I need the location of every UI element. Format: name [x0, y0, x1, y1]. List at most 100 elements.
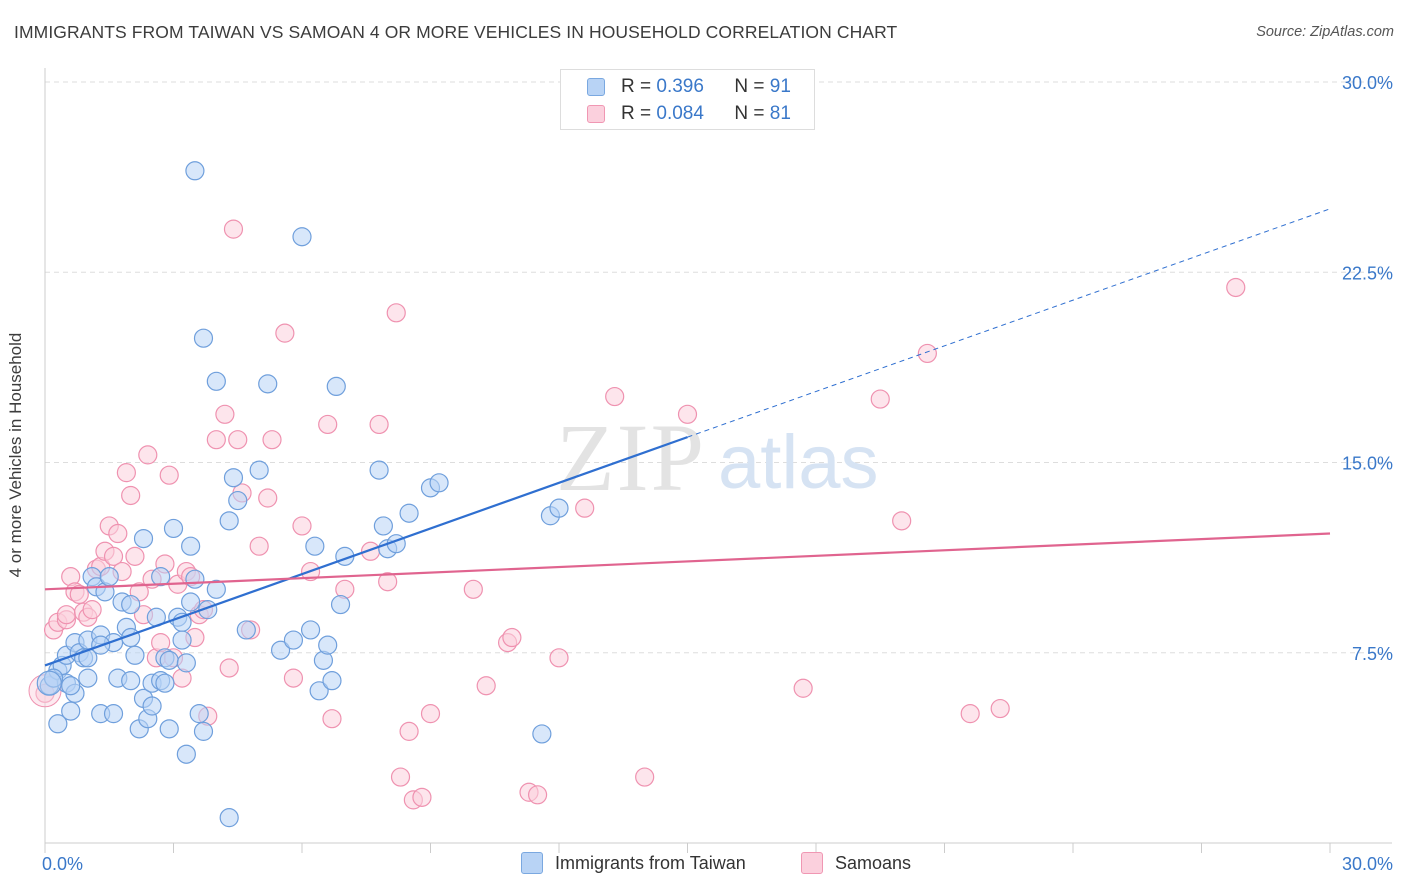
- samoans-n-value: 81: [769, 103, 791, 124]
- samoans-point: [69, 584, 89, 605]
- samoans-point: [125, 546, 145, 566]
- samoans-point: [369, 414, 389, 435]
- samoans-point: [219, 658, 239, 678]
- samoans-legend-swatch: [801, 852, 823, 874]
- taiwan-point: [155, 673, 175, 693]
- y-tick-label: 7.5%: [1352, 644, 1393, 664]
- samoans-trend-line: [44, 532, 1331, 591]
- samoans-legend-label: Samoans: [835, 852, 912, 873]
- samoans-point: [258, 488, 278, 508]
- taiwan-point: [270, 640, 291, 660]
- samoans-point: [390, 767, 411, 787]
- taiwan-point: [121, 594, 141, 615]
- taiwan-point: [228, 490, 248, 511]
- samoans-point: [917, 343, 937, 364]
- axes: [44, 68, 1392, 853]
- taiwan-point: [206, 371, 226, 391]
- taiwan-point: [103, 704, 124, 724]
- samoans-points: [28, 219, 1246, 810]
- samoans-point: [103, 546, 124, 566]
- samoans-point: [138, 445, 158, 465]
- y-tick-label: 30.0%: [1342, 73, 1393, 93]
- samoans-point: [223, 219, 244, 239]
- samoans-swatch: [587, 105, 605, 123]
- taiwan-point: [125, 645, 145, 665]
- samoans-point: [228, 430, 248, 450]
- samoans-point: [262, 430, 282, 450]
- taiwan-point: [36, 670, 62, 696]
- stats-row-taiwan: R = 0.396 N = 91: [587, 75, 791, 99]
- taiwan-point: [193, 721, 214, 741]
- taiwan-point: [309, 681, 329, 701]
- taiwan-point: [292, 227, 312, 247]
- taiwan-swatch: [587, 78, 605, 96]
- legend-item-samoans[interactable]: Samoans: [801, 852, 911, 874]
- taiwan-point: [258, 374, 278, 394]
- taiwan-point: [236, 620, 256, 640]
- samoans-point: [892, 511, 912, 531]
- stats-legend: R = 0.396 N = 91 R = 0.084 N = 81: [560, 69, 815, 130]
- taiwan-point: [99, 567, 119, 587]
- samoans-point: [56, 605, 77, 625]
- legend-item-taiwan[interactable]: Immigrants from Taiwan: [521, 852, 746, 874]
- taiwan-point: [193, 328, 214, 348]
- taiwan-point: [532, 724, 552, 744]
- taiwan-point: [176, 653, 196, 673]
- taiwan-point: [176, 744, 196, 764]
- taiwan-trend-line: [44, 436, 688, 667]
- samoans-point: [412, 787, 432, 807]
- y-tick-label: 15.0%: [1342, 454, 1393, 474]
- taiwan-point: [78, 668, 98, 688]
- samoans-point: [549, 648, 569, 668]
- taiwan-point: [549, 498, 569, 518]
- samoans-point: [275, 323, 295, 343]
- taiwan-point: [322, 671, 342, 691]
- chart-title: IMMIGRANTS FROM TAIWAN VS SAMOAN 4 OR MO…: [14, 22, 898, 42]
- samoans-point: [990, 698, 1010, 719]
- taiwan-points: [36, 161, 569, 828]
- n-label: N =: [734, 76, 765, 97]
- r-label: R =: [621, 76, 652, 97]
- watermark-atlas: atlas: [718, 420, 879, 505]
- samoans-point: [159, 465, 179, 485]
- samoans-point: [399, 721, 419, 741]
- samoans-point: [527, 785, 548, 805]
- stats-row-samoans: R = 0.084 N = 81: [587, 102, 791, 126]
- grid-lines: [45, 81, 1392, 654]
- taiwan-point: [133, 528, 154, 549]
- samoans-point: [249, 536, 269, 556]
- taiwan-point: [151, 567, 171, 587]
- taiwan-point: [429, 473, 449, 493]
- samoans-point: [206, 430, 226, 450]
- y-tick-label: 22.5%: [1342, 263, 1393, 283]
- samoans-point: [378, 572, 398, 592]
- taiwan-point: [181, 536, 201, 556]
- samoans-point: [960, 704, 980, 724]
- taiwan-point: [223, 468, 244, 488]
- samoans-point: [793, 678, 813, 698]
- taiwan-trend-extension: [687, 208, 1331, 438]
- taiwan-point: [206, 579, 226, 599]
- taiwan-point: [185, 569, 205, 589]
- samoans-point: [575, 498, 595, 518]
- taiwan-point: [300, 620, 321, 640]
- taiwan-point: [369, 460, 389, 480]
- samoans-point: [677, 404, 698, 424]
- samoans-point: [476, 676, 496, 696]
- taiwan-point: [48, 714, 68, 734]
- tick-labels: 7.5% 15.0% 22.5% 30.0% 0.0% 30.0%: [42, 73, 1393, 874]
- samoans-point: [386, 303, 406, 323]
- samoans-point: [635, 767, 655, 787]
- taiwan-point: [330, 594, 351, 615]
- taiwan-point: [78, 648, 98, 668]
- samoans-point: [283, 668, 304, 688]
- series-legend: Immigrants from Taiwan Samoans: [0, 852, 1406, 878]
- taiwan-r-value: 0.396: [656, 76, 704, 97]
- samoans-point: [502, 627, 522, 648]
- samoans-point: [1226, 277, 1246, 298]
- taiwan-point: [185, 161, 205, 181]
- taiwan-point: [61, 676, 81, 696]
- source-label: Source: ZipAtlas.com: [1256, 24, 1394, 40]
- taiwan-point: [373, 516, 393, 536]
